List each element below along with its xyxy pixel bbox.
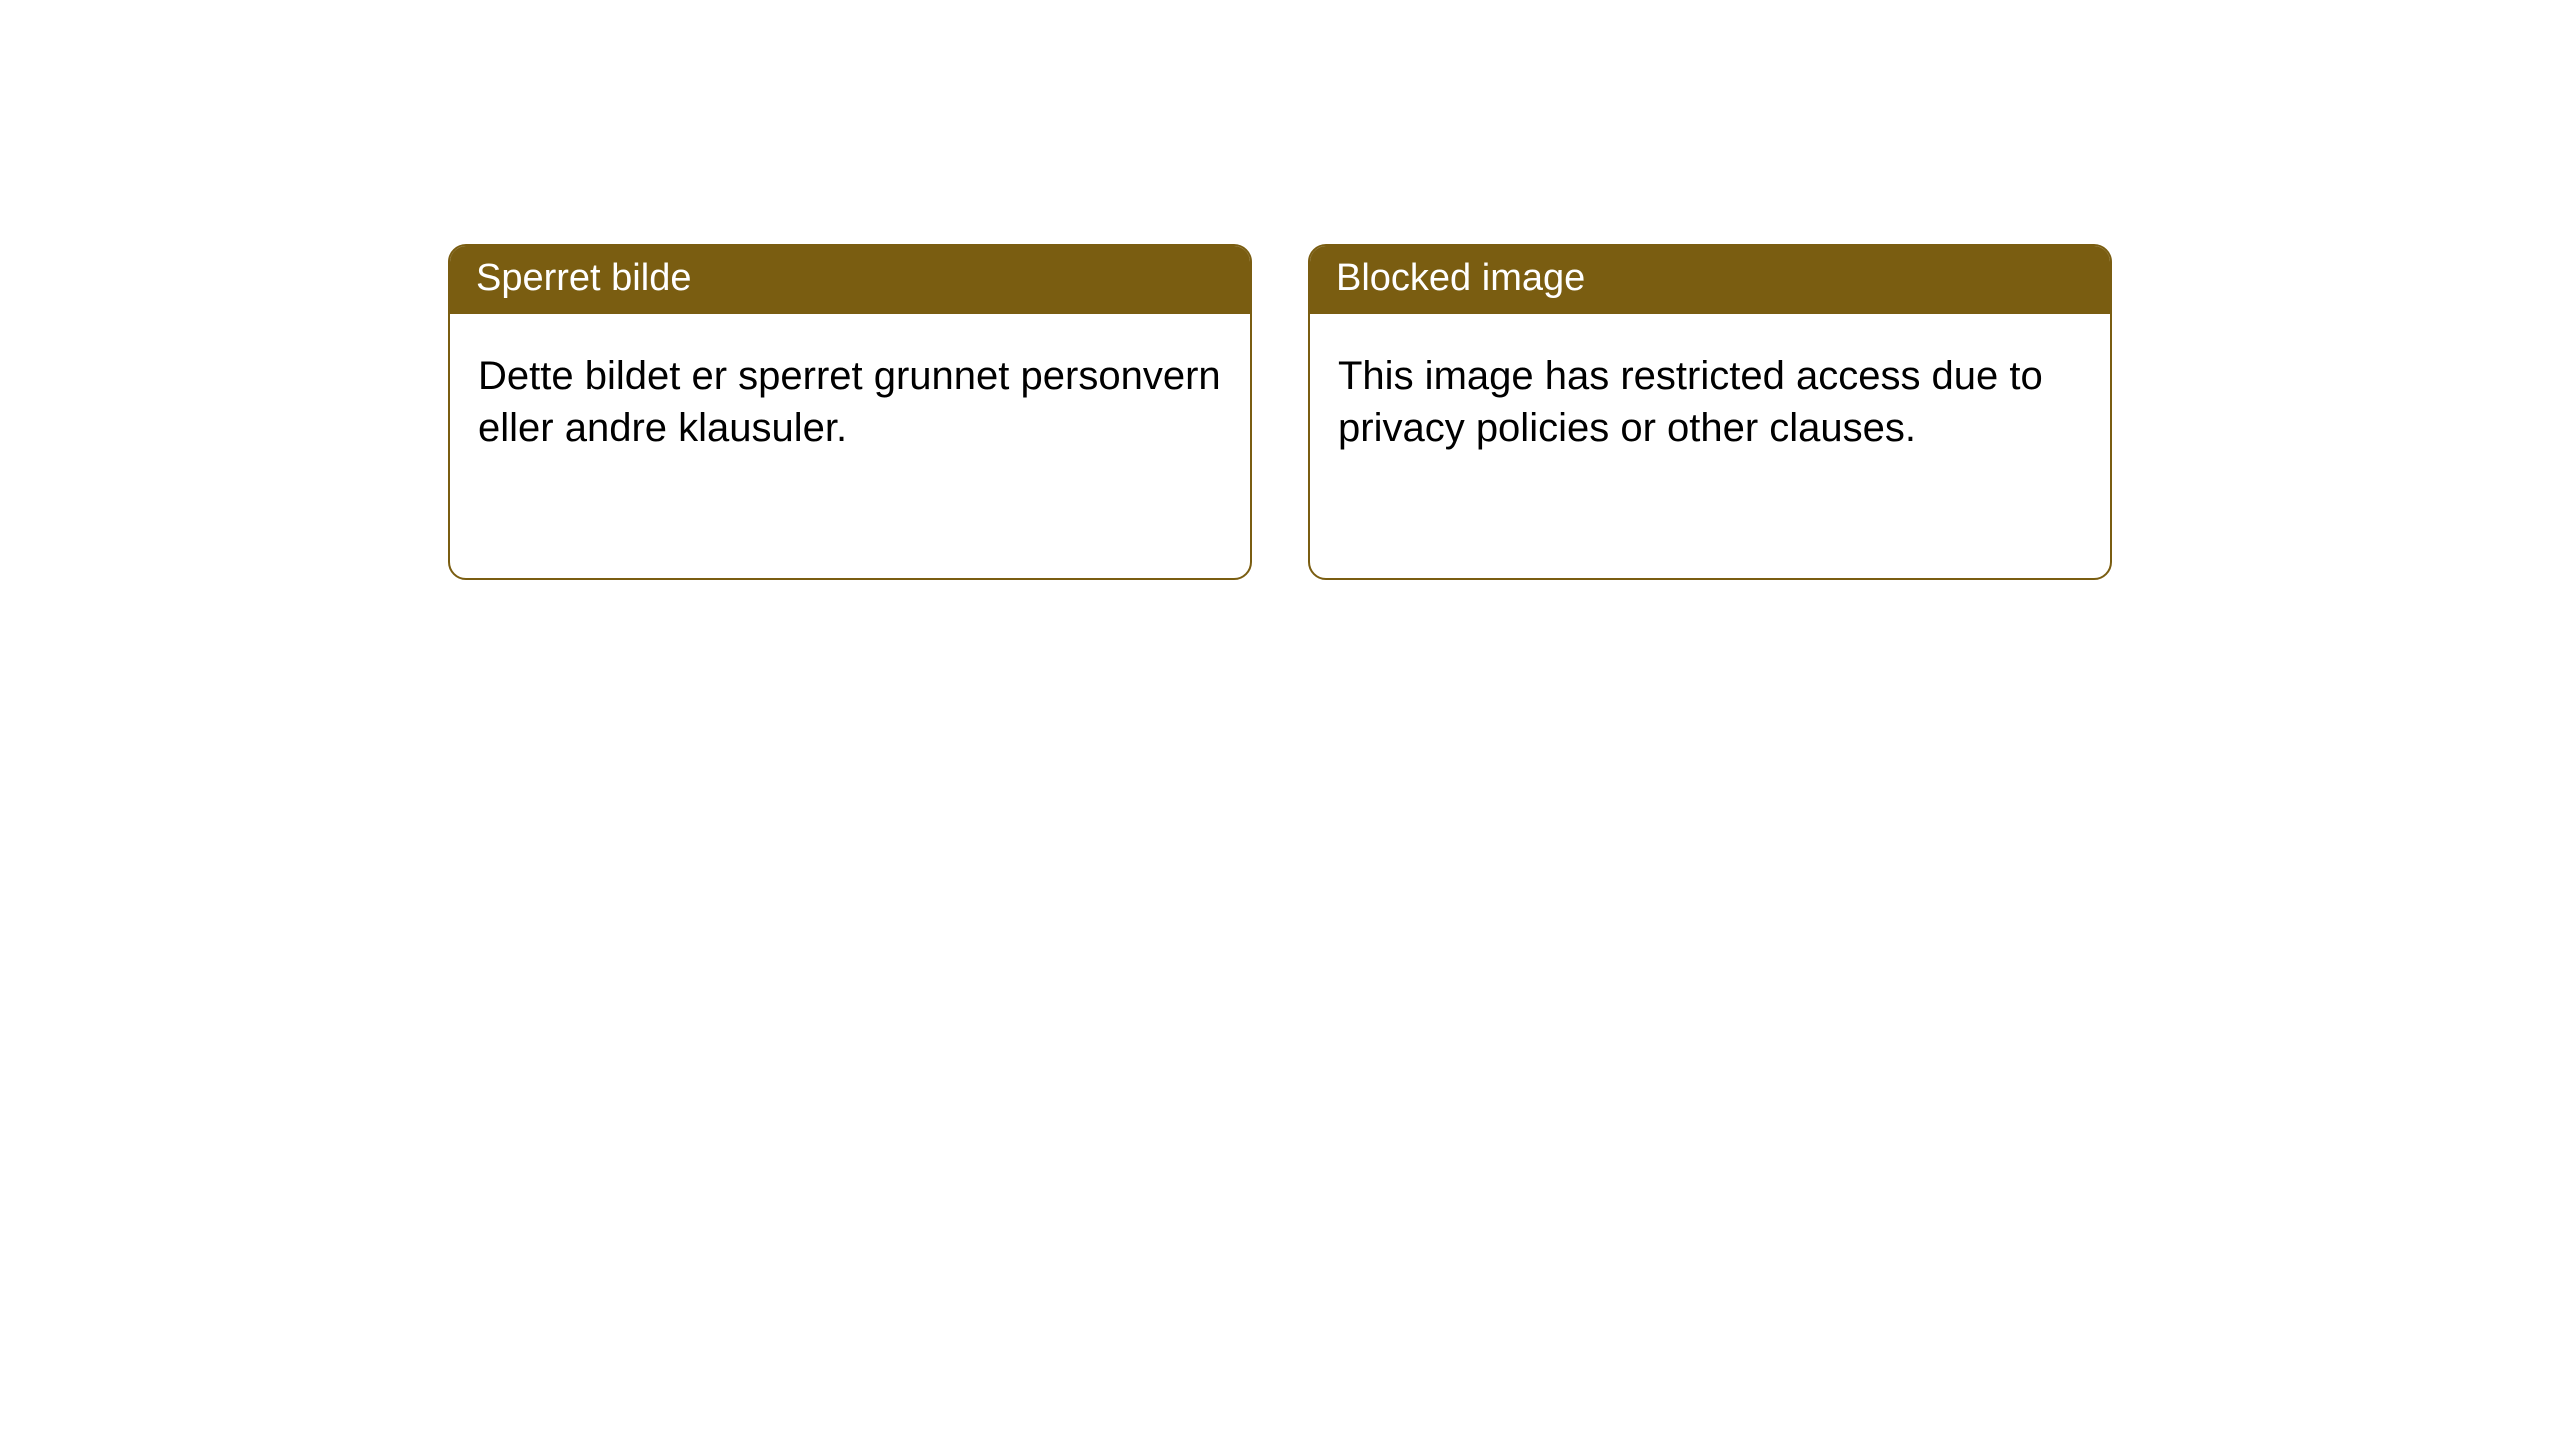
notice-card-english: Blocked image This image has restricted …	[1308, 244, 2112, 580]
notice-container: Sperret bilde Dette bildet er sperret gr…	[0, 0, 2560, 580]
card-header: Sperret bilde	[450, 246, 1250, 314]
card-header: Blocked image	[1310, 246, 2110, 314]
card-body: This image has restricted access due to …	[1310, 314, 2110, 484]
card-body: Dette bildet er sperret grunnet personve…	[450, 314, 1250, 484]
notice-card-norwegian: Sperret bilde Dette bildet er sperret gr…	[448, 244, 1252, 580]
